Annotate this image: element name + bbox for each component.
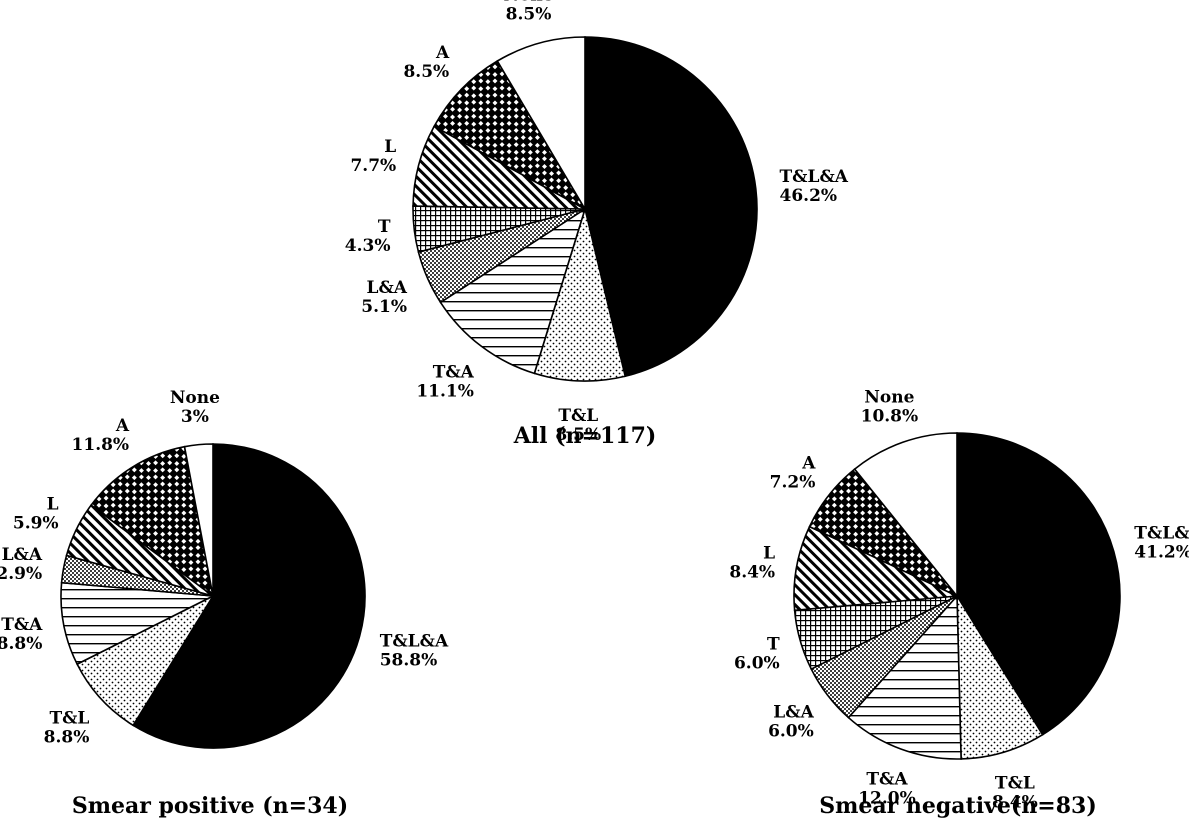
slice-value-t: 6.0%	[734, 653, 780, 673]
pie-smear-positive: T&L&A58.8%T&L8.8%T&A8.8%L&A2.9%L5.9%A11.…	[0, 388, 449, 749]
slice-value-a: 7.2%	[770, 473, 816, 493]
slice-value-t-a: 11.1%	[416, 382, 474, 402]
chart-title-smear-negative: Smear negative(n=83)	[819, 793, 1096, 819]
slice-value-t-l-a: 41.2%	[1134, 543, 1189, 563]
slice-label-none: None	[503, 0, 553, 6]
slice-value-t-a: 12.0%	[858, 789, 916, 809]
slice-label-t: T	[378, 217, 391, 237]
pie-slice-a	[90, 445, 215, 598]
slice-value-t-a: 8.8%	[0, 634, 42, 654]
slice-value-l: 5.9%	[13, 514, 59, 534]
pie-slice-t-a	[847, 593, 962, 760]
slice-value-l-a: 5.1%	[361, 297, 407, 317]
pie-slice-none	[183, 443, 214, 597]
chart-title-smear-positive: Smear positive (n=34)	[72, 793, 348, 819]
slice-label-a: A	[801, 454, 816, 474]
slice-label-t: T	[767, 634, 780, 654]
pie-slice-none	[853, 432, 958, 599]
slice-label-a: A	[115, 416, 130, 436]
slice-value-none: 3%	[181, 407, 209, 427]
slice-label-t-a: T&A	[1, 615, 43, 635]
slice-label-l: L	[384, 137, 396, 157]
slice-value-t: 4.3%	[345, 236, 391, 256]
slice-label-l: L	[763, 544, 775, 564]
pie-slice-t-l-a	[132, 443, 366, 749]
slice-label-l-a: L&A	[773, 702, 814, 722]
pie-slice-a	[433, 59, 588, 212]
pie-slice-t-l-a	[956, 432, 1121, 736]
slice-label-l-a: L&A	[2, 545, 43, 565]
pie-all: T&L&A46.2%T&L8.5%T&A11.1%L&A5.1%T4.3%L7.…	[345, 0, 849, 445]
slice-value-t-l-a: 58.8%	[380, 650, 438, 670]
slice-label-none: None	[864, 388, 914, 408]
slice-label-l-a: L&A	[367, 278, 408, 298]
slice-value-a: 11.8%	[72, 435, 130, 455]
slice-value-none: 8.5%	[506, 5, 552, 25]
slice-value-l-a: 6.0%	[768, 721, 814, 741]
slice-label-t-l: T&L	[995, 774, 1035, 794]
slice-value-a: 8.5%	[403, 62, 449, 82]
slice-label-none: None	[170, 388, 220, 408]
slice-label-t-l: T&L	[49, 709, 89, 729]
slice-value-t-l: 8.5%	[555, 425, 601, 445]
pie-smear-negative: T&L&A41.2%T&L8.4%T&A12.0%L&A6.0%T6.0%L8.…	[729, 388, 1189, 813]
pie-slice-t-l	[956, 593, 1044, 760]
slice-label-t-a: T&A	[433, 363, 475, 383]
slice-value-none: 10.8%	[861, 407, 919, 427]
pie-slice-none	[496, 36, 586, 212]
slice-label-l: L	[47, 495, 59, 515]
slice-label-t-l-a: T&L&A	[780, 167, 849, 187]
slice-value-l: 7.7%	[350, 156, 396, 176]
slice-value-l-a: 2.9%	[0, 564, 42, 584]
pie-slice-t-l	[533, 205, 627, 382]
slice-value-l: 8.4%	[729, 563, 775, 583]
pie-slice-t-a	[60, 581, 216, 666]
pie-slice-t-a	[439, 207, 587, 375]
pie-slice-t-l	[76, 594, 216, 727]
slice-value-t-l: 8.4%	[992, 793, 1038, 813]
slice-label-t-l-a: T&L&A	[380, 631, 449, 651]
slice-label-t-l: T&L	[558, 406, 598, 426]
chart-title-all: All (n=117)	[513, 423, 657, 449]
slice-label-t-l-a: T&L&A	[1134, 524, 1189, 544]
slice-label-t-a: T&A	[866, 770, 908, 790]
pie-slice-l	[793, 525, 961, 612]
slice-label-a: A	[435, 43, 450, 63]
pie-slice-t-l-a	[584, 36, 758, 378]
slice-value-t-l-a: 46.2%	[780, 186, 838, 206]
slice-value-t-l: 8.8%	[44, 728, 90, 748]
